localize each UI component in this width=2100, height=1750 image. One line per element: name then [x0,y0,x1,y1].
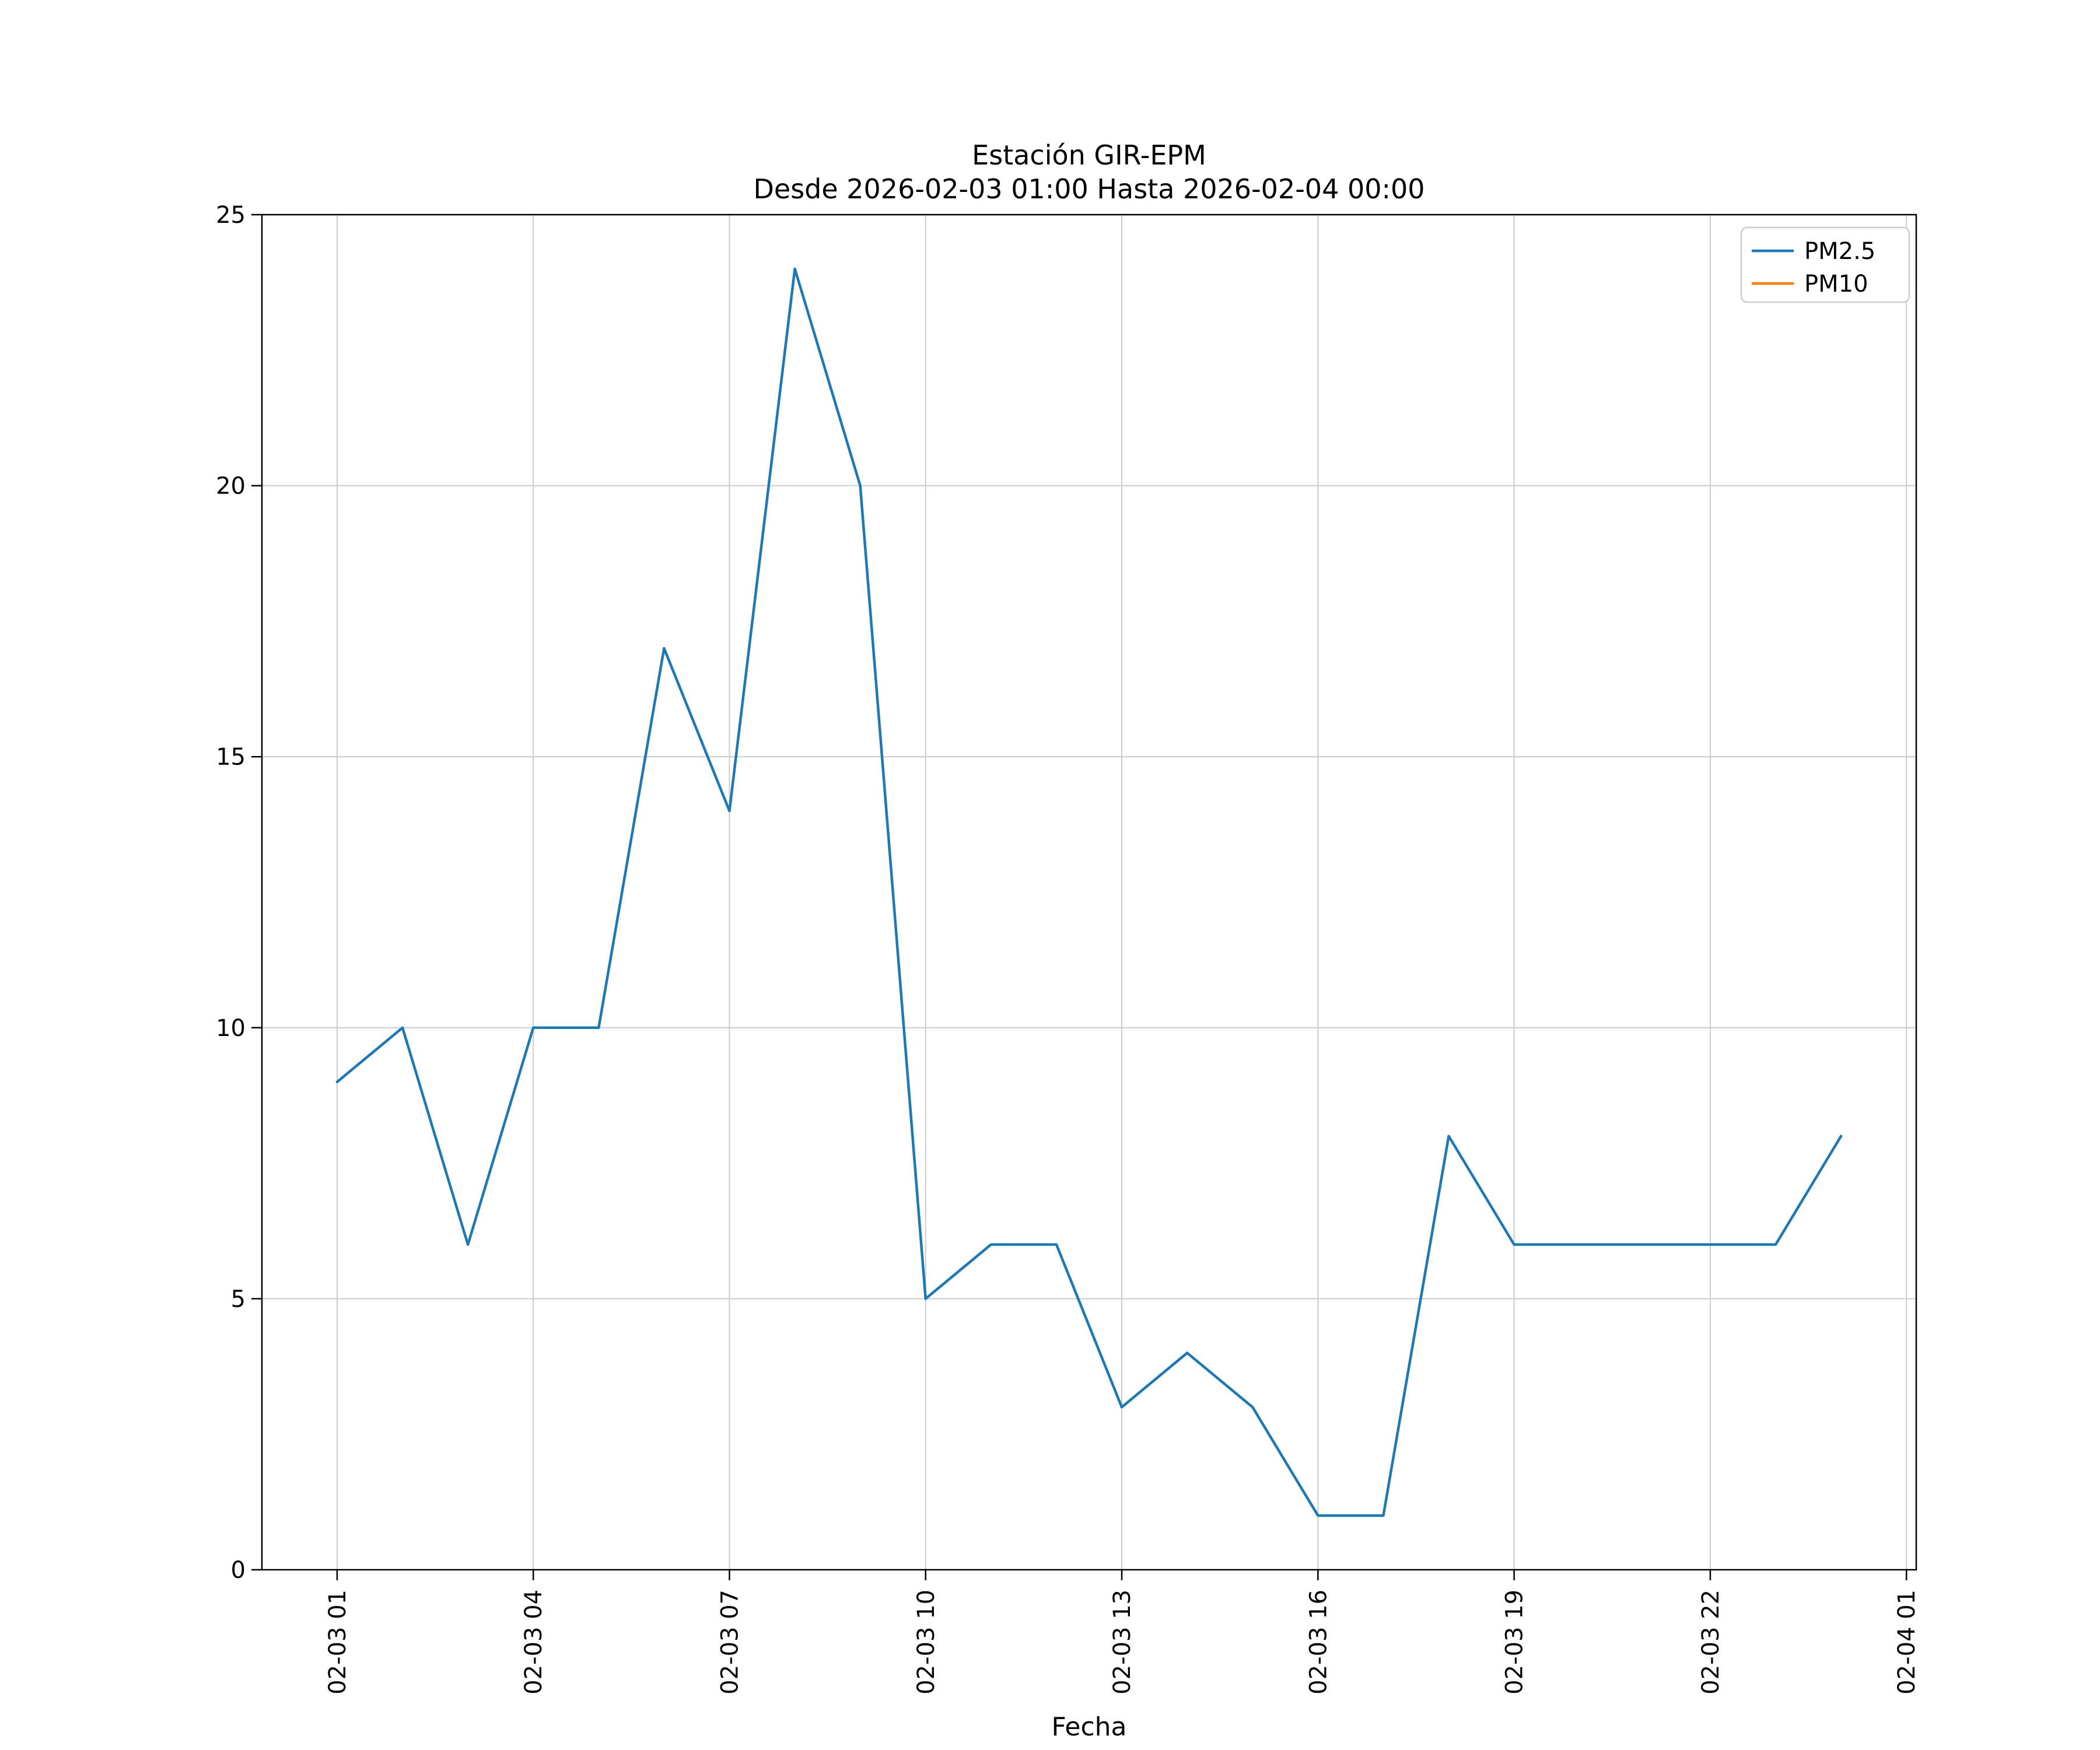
y-tick-label: 20 [216,473,246,500]
legend: PM2.5 PM10 [1740,226,1910,303]
x-tick-label: 02-03 13 [1109,1590,1136,1695]
x-tick-label: 02-03 07 [716,1590,743,1695]
series-line-pm25 [335,267,1843,1517]
x-tick-label: 02-03 10 [913,1590,940,1695]
x-axis: 02-03 01 02-03 04 02-03 07 02-03 10 02-03 13… [324,1570,1920,1695]
y-tick-label: 15 [216,744,246,771]
y-tick-label: 25 [216,202,246,229]
x-tick-label: 02-03 16 [1305,1590,1332,1695]
legend-label: PM10 [1804,271,1868,298]
x-axis-label: Fecha [1051,1712,1126,1742]
y-tick-label: 0 [231,1557,246,1584]
x-tick-label: 02-03 04 [520,1590,547,1695]
y-tick-label: 5 [231,1286,246,1312]
plot-frame [261,214,1917,1571]
chart-title: Estación GIR-EPM [972,139,1206,171]
y-axis: 0 5 10 15 20 25 [216,202,262,1584]
x-tick-label: 02-03 01 [324,1590,351,1695]
chart-subtitle: Desde 2026-02-03 01:00 Hasta 2026-02-04 … [753,173,1424,205]
series-lines [335,267,1843,1517]
grid [262,214,1916,1570]
y-tick-label: 10 [216,1015,246,1042]
x-tick-label: 02-03 22 [1698,1590,1724,1695]
x-tick-label: 02-03 19 [1502,1590,1528,1695]
x-tick-label: 02-04 01 [1894,1590,1920,1695]
legend-label: PM2.5 [1804,238,1875,265]
